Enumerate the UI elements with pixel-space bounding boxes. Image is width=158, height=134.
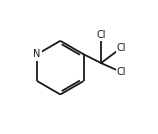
- Text: Cl: Cl: [96, 30, 106, 40]
- Text: Cl: Cl: [117, 43, 127, 53]
- Text: N: N: [33, 49, 41, 59]
- Text: Cl: Cl: [117, 67, 127, 77]
